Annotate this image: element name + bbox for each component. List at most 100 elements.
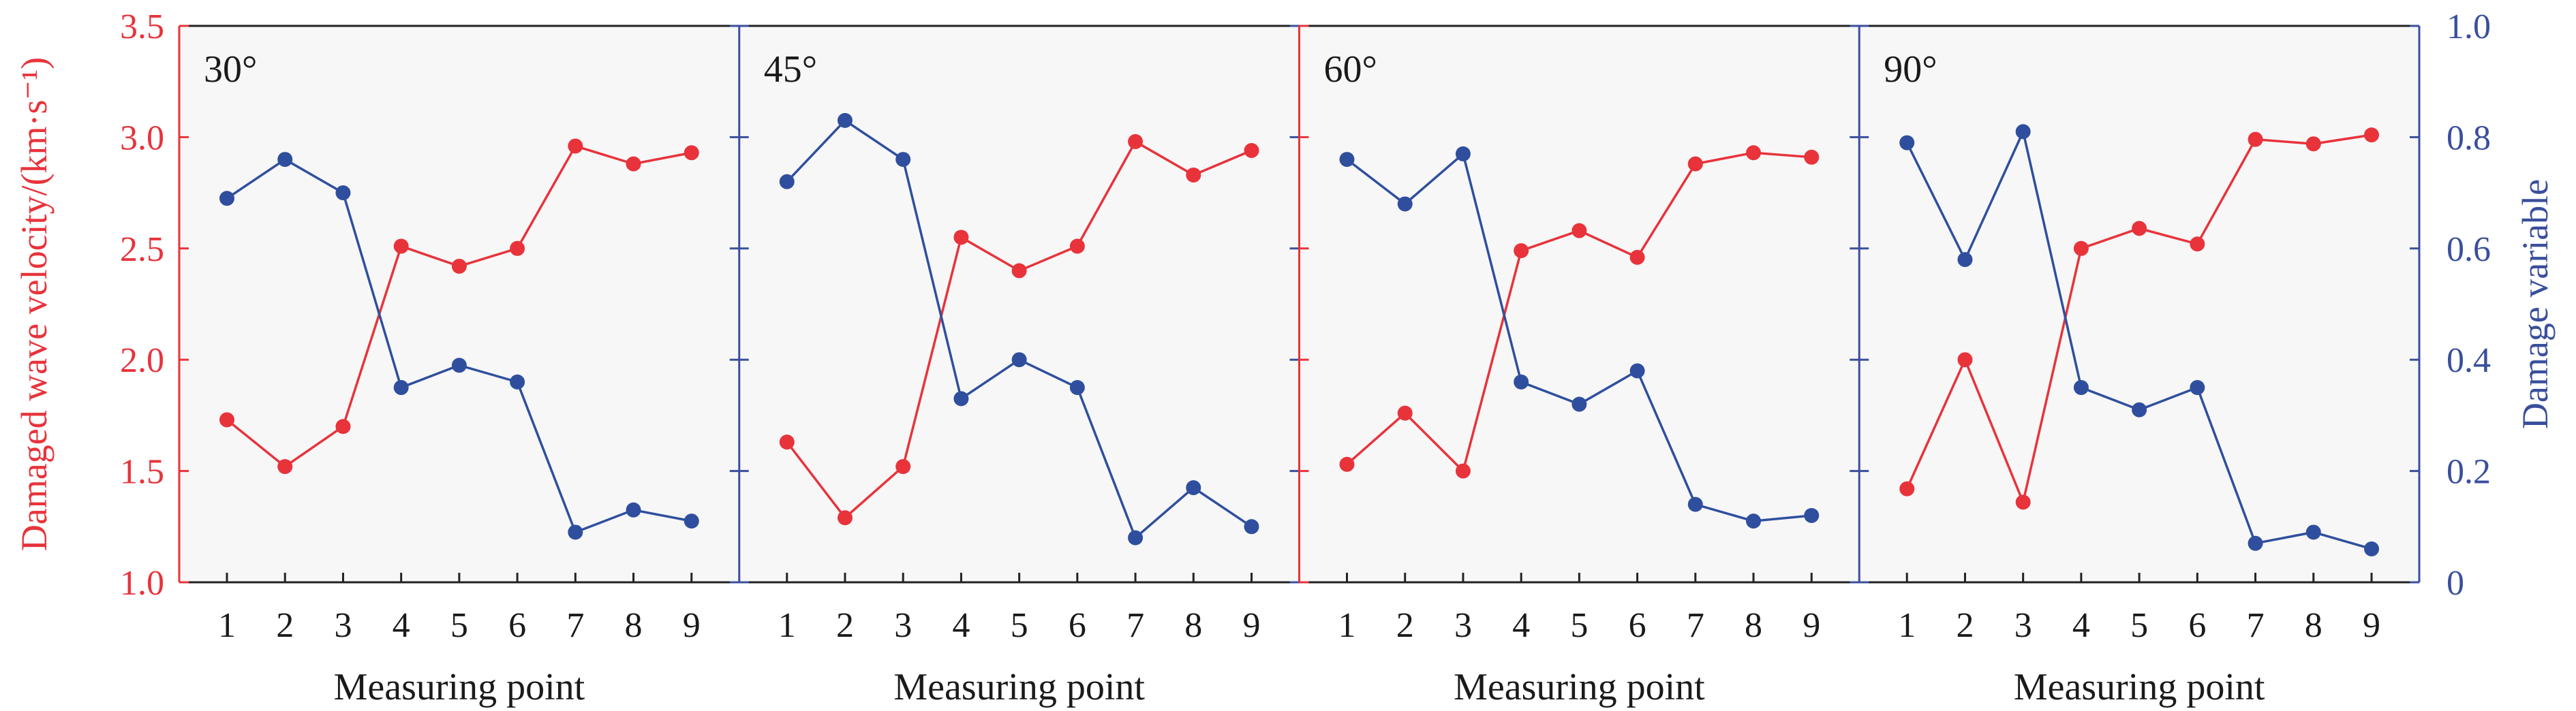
x-tick-label: 2 <box>836 606 854 645</box>
velocity-point <box>1899 481 1915 496</box>
x-tick-label: 4 <box>1512 606 1530 645</box>
damage-point <box>1629 363 1645 379</box>
velocity-point <box>953 230 969 245</box>
right-y-tick-label: 0.2 <box>2447 453 2491 492</box>
damage-point <box>2132 402 2147 417</box>
damage-point <box>1455 146 1471 161</box>
x-tick-label: 7 <box>2247 606 2265 645</box>
damage-point <box>1397 196 1413 212</box>
damage-point <box>1069 380 1085 396</box>
panel-background <box>179 26 739 582</box>
velocity-point <box>277 459 293 475</box>
x-tick-label: 6 <box>1629 606 1646 645</box>
x-tick-label: 4 <box>2072 606 2090 645</box>
velocity-point <box>568 138 583 154</box>
x-tick-label: 1 <box>778 606 796 645</box>
velocity-point <box>2132 221 2147 236</box>
velocity-point <box>1804 149 1820 165</box>
damage-point <box>2190 380 2205 396</box>
panel-1: 45° 1 2 3 4 5 6 7 8 9 Measuring point <box>738 25 1300 708</box>
damage-point <box>684 514 699 529</box>
damage-point <box>568 524 583 540</box>
panel-angle-label: 45° <box>764 48 817 91</box>
x-tick-label: 7 <box>566 606 584 645</box>
x-axis-label: Measuring point <box>334 666 585 708</box>
velocity-point <box>2305 136 2321 152</box>
right-y-tick-label: 1.0 <box>2447 7 2491 46</box>
left-y-tick-label: 1.5 <box>120 453 164 492</box>
left-y-axis: 1.0 1.5 2.0 2.5 3.0 3.5 <box>120 7 164 603</box>
x-axis-label: Measuring point <box>1454 666 1705 708</box>
damage-point <box>1186 480 1201 496</box>
panel-background <box>1299 26 1860 582</box>
velocity-point <box>451 258 467 274</box>
velocity-point <box>1687 156 1703 172</box>
panel-0: 30° 1 2 3 4 5 6 7 8 9 Measuring point <box>178 25 739 708</box>
damage-point <box>510 374 525 390</box>
damage-point <box>779 174 795 189</box>
velocity-point <box>2073 240 2089 256</box>
damage-point <box>895 152 911 168</box>
damage-point <box>2248 535 2263 551</box>
panel-background <box>1859 26 2419 582</box>
velocity-point <box>2248 131 2263 147</box>
x-tick-label: 9 <box>1243 606 1261 645</box>
velocity-point <box>1069 238 1085 254</box>
panels-group: 30° 1 2 3 4 5 6 7 8 9 Measuring point 45° 1 2 3 4 5 6 7 8 9 M… <box>178 25 2421 708</box>
x-tick-label: 2 <box>276 606 294 645</box>
x-tick-label: 3 <box>2014 606 2032 645</box>
x-tick-label: 8 <box>625 606 643 645</box>
damage-point <box>837 112 853 128</box>
right-y-tick-label: 0.4 <box>2447 341 2491 380</box>
x-tick-label: 7 <box>1687 606 1704 645</box>
damage-point <box>2305 524 2321 540</box>
x-tick-label: 9 <box>683 606 701 645</box>
damage-point <box>2073 380 2089 396</box>
x-tick-label: 3 <box>1454 606 1472 645</box>
right-y-axis-label: Damage variable <box>2515 179 2556 429</box>
velocity-point <box>393 238 409 254</box>
x-tick-label: 4 <box>393 606 410 645</box>
right-y-axis: 0 0.2 0.4 0.6 0.8 1.0 <box>2447 7 2491 603</box>
x-tick-label: 1 <box>1338 606 1356 645</box>
damage-point <box>1128 530 1144 546</box>
left-y-tick-label: 2.0 <box>120 341 164 380</box>
velocity-point <box>1746 145 1762 161</box>
velocity-point <box>837 510 853 526</box>
damage-point <box>451 358 467 373</box>
x-tick-label: 4 <box>952 606 970 645</box>
x-tick-label: 6 <box>508 606 526 645</box>
velocity-point <box>2364 127 2379 143</box>
left-y-tick-label: 2.5 <box>120 230 164 269</box>
damage-point <box>953 391 969 407</box>
panel-background <box>739 26 1300 582</box>
velocity-point <box>2190 236 2205 252</box>
velocity-point <box>779 434 795 450</box>
velocity-point <box>1128 133 1144 149</box>
x-axis-label: Measuring point <box>2014 666 2265 708</box>
velocity-point <box>626 156 641 172</box>
x-tick-label: 8 <box>2305 606 2322 645</box>
damage-point <box>1514 374 1529 390</box>
x-tick-label: 1 <box>1898 606 1916 645</box>
velocity-point <box>684 145 699 161</box>
x-tick-label: 1 <box>218 606 236 645</box>
damage-point <box>1899 135 1915 151</box>
left-y-axis-label: Damaged wave velocity/(km·s⁻¹) <box>14 57 55 551</box>
velocity-point <box>1629 249 1645 265</box>
x-tick-label: 2 <box>1956 606 1974 645</box>
velocity-point <box>219 412 234 428</box>
damage-point <box>1244 519 1259 535</box>
x-tick-label: 5 <box>450 606 468 645</box>
damage-point <box>393 380 409 396</box>
velocity-point <box>1339 456 1355 472</box>
left-y-tick-label: 3.5 <box>120 7 164 46</box>
damage-point <box>1804 507 1820 523</box>
damage-point <box>626 502 641 518</box>
damage-point <box>2015 124 2031 140</box>
velocity-point <box>1571 223 1587 238</box>
panel-2: 60° 1 2 3 4 5 6 7 8 9 Measuring point <box>1298 25 1860 708</box>
x-axis-label: Measuring point <box>893 666 1145 708</box>
x-tick-label: 8 <box>1184 606 1202 645</box>
